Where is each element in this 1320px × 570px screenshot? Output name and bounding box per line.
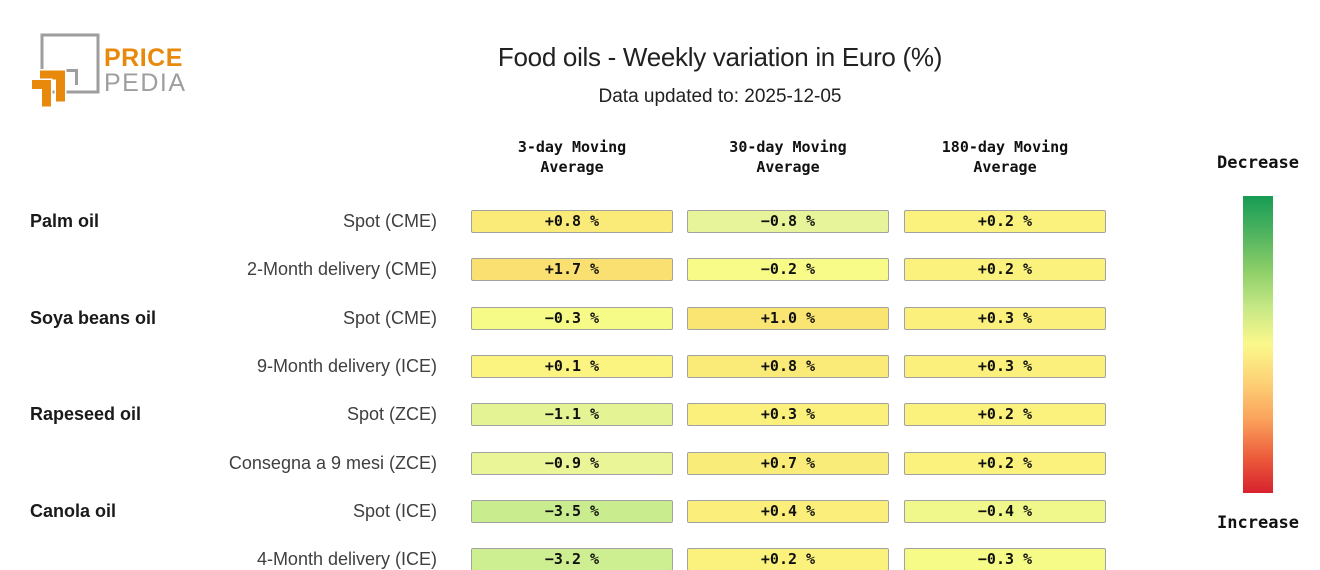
heatmap-cell: −0.3 % bbox=[904, 548, 1106, 570]
heatmap-cell: +0.2 % bbox=[904, 452, 1106, 475]
heatmap-cell: +0.2 % bbox=[904, 258, 1106, 281]
heatmap-cell: −3.2 % bbox=[471, 548, 673, 570]
heatmap-cell: +0.4 % bbox=[687, 500, 889, 523]
heatmap-cell: +0.2 % bbox=[904, 210, 1106, 233]
heatmap-cell: +0.1 % bbox=[471, 355, 673, 378]
logo-outer-square bbox=[40, 33, 100, 94]
chart-subtitle: Data updated to: 2025-12-05 bbox=[598, 86, 842, 107]
legend-gradient-bar bbox=[1243, 196, 1273, 493]
row-label: Spot (CME) bbox=[342, 211, 437, 231]
row-label: Consegna a 9 mesi (ZCE) bbox=[228, 453, 437, 473]
heatmap-cell: +0.3 % bbox=[687, 403, 889, 426]
heatmap-cell: −0.9 % bbox=[471, 452, 673, 475]
heatmap-cell: +0.8 % bbox=[687, 355, 889, 378]
group-label: Rapeseed oil bbox=[30, 404, 142, 424]
heatmap-cell: −0.2 % bbox=[687, 258, 889, 281]
group-label: Soya beans oil bbox=[30, 308, 157, 328]
legend-increase-label: Increase bbox=[1217, 513, 1299, 533]
row-label: Spot (CME) bbox=[342, 308, 437, 328]
legend-decrease-label: Decrease bbox=[1217, 153, 1299, 173]
group-label: Palm oil bbox=[30, 211, 100, 231]
heatmap-cell: +1.0 % bbox=[687, 307, 889, 330]
heatmap-cell: +0.3 % bbox=[904, 307, 1106, 330]
row-label: Spot (ICE) bbox=[352, 501, 437, 521]
heatmap-cell: −0.4 % bbox=[904, 500, 1106, 523]
pricepedia-logo: PRICE PEDIA bbox=[30, 33, 187, 108]
chart-title: Food oils - Weekly variation in Euro (%) bbox=[497, 42, 943, 72]
heatmap-cell: +0.8 % bbox=[471, 210, 673, 233]
heatmap-cell: −0.8 % bbox=[687, 210, 889, 233]
logo-text-pedia: PEDIA bbox=[104, 69, 187, 97]
heatmap-cell: +0.2 % bbox=[687, 548, 889, 570]
column-header: 3-day Moving Average bbox=[517, 138, 627, 176]
column-header: 30-day Moving Average bbox=[729, 138, 847, 176]
heatmap-cell: +0.2 % bbox=[904, 403, 1106, 426]
row-label: 4-Month delivery (ICE) bbox=[256, 549, 437, 569]
row-label: 2-Month delivery (CME) bbox=[246, 259, 437, 279]
column-header: 180-day Moving Average bbox=[941, 138, 1069, 176]
heatmap-cell: +0.3 % bbox=[904, 355, 1106, 378]
logo-text-price: PRICE bbox=[104, 44, 183, 72]
heatmap-cell: +1.7 % bbox=[471, 258, 673, 281]
heatmap-cell: −1.1 % bbox=[471, 403, 673, 426]
group-label: Canola oil bbox=[30, 501, 117, 521]
row-label: 9-Month delivery (ICE) bbox=[256, 356, 437, 376]
logo-orange-arrow-small bbox=[30, 78, 53, 108]
heatmap-cell: −0.3 % bbox=[471, 307, 673, 330]
heatmap-cell: +0.7 % bbox=[687, 452, 889, 475]
row-label: Spot (ZCE) bbox=[346, 404, 437, 424]
heatmap-cell: −3.5 % bbox=[471, 500, 673, 523]
